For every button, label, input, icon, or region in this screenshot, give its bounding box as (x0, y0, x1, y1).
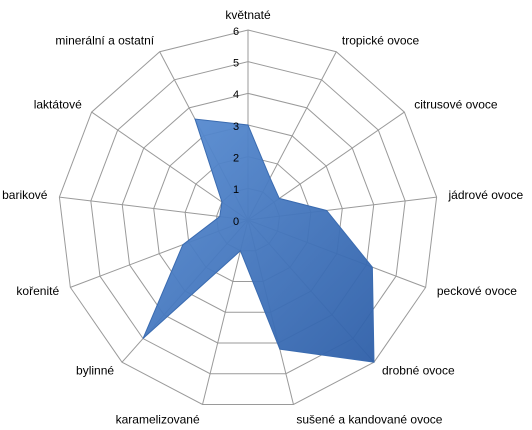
category-label: jádrové ovoce (448, 188, 524, 202)
grid-ring (153, 124, 343, 313)
r-tick-label: 3 (233, 121, 239, 133)
r-tick-label: 1 (233, 184, 239, 196)
category-label: minerální a ostatní (55, 33, 154, 47)
category-label: laktátové (34, 97, 82, 111)
category-label: peckové ovoce (437, 284, 517, 298)
grid-ring (184, 156, 312, 282)
r-tick-label: 0 (233, 216, 239, 228)
r-tick-label: 6 (233, 26, 239, 38)
grid-ring (121, 92, 375, 344)
category-label: květnaté (225, 8, 271, 22)
grid-ring (90, 61, 406, 375)
category-label: barikové (2, 188, 48, 202)
category-label: drobné ovoce (382, 363, 455, 377)
category-label: karamelizované (116, 412, 200, 425)
r-tick-label: 4 (233, 89, 239, 101)
radar-area (142, 118, 375, 363)
r-tick-label: 2 (233, 153, 239, 165)
category-label: bylinné (76, 363, 114, 377)
category-label: kořenité (16, 284, 59, 298)
grid-ring (58, 29, 438, 405)
category-label: tropické ovoce (342, 33, 420, 47)
category-label: sušené a kandované ovoce (296, 412, 442, 425)
r-tick-label: 5 (233, 58, 239, 70)
category-label: citrusové ovoce (414, 97, 498, 111)
axis-spoke (59, 196, 249, 221)
